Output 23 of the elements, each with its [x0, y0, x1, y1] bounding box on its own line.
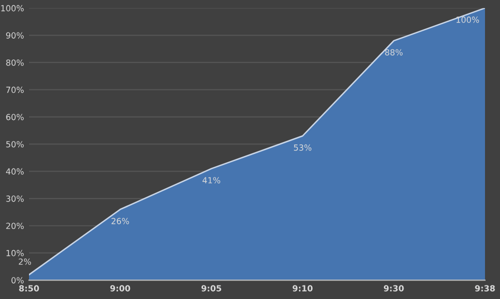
x-tick-label: 9:38 — [475, 285, 495, 292]
y-tick-label: 100% — [1, 5, 24, 12]
y-tick-label: 20% — [6, 222, 24, 230]
data-label: 88% — [385, 49, 403, 56]
y-tick-label: 60% — [6, 114, 24, 120]
x-tick-label: 9:05 — [201, 285, 222, 292]
x-tick-label: 9:30 — [384, 285, 404, 292]
data-label: 26% — [112, 218, 129, 224]
data-label: 2% — [18, 258, 31, 265]
x-tick-label: 9:10 — [292, 285, 313, 292]
y-tick-label: 40% — [6, 168, 24, 175]
y-tick-label: 80% — [6, 59, 24, 66]
data-label: 100% — [456, 16, 479, 23]
y-tick-label: 90% — [6, 32, 24, 39]
data-label: 41% — [202, 177, 220, 184]
y-tick-label: 10% — [6, 250, 24, 256]
y-tick-label: 70% — [6, 86, 24, 93]
y-tick-label: 30% — [6, 196, 24, 202]
y-tick-label: 0% — [11, 277, 24, 284]
y-tick-label: 50% — [6, 141, 24, 148]
data-label: 53% — [294, 144, 312, 151]
x-tick-label: 9:00 — [110, 285, 130, 292]
x-tick-label: 8:50 — [19, 285, 39, 292]
